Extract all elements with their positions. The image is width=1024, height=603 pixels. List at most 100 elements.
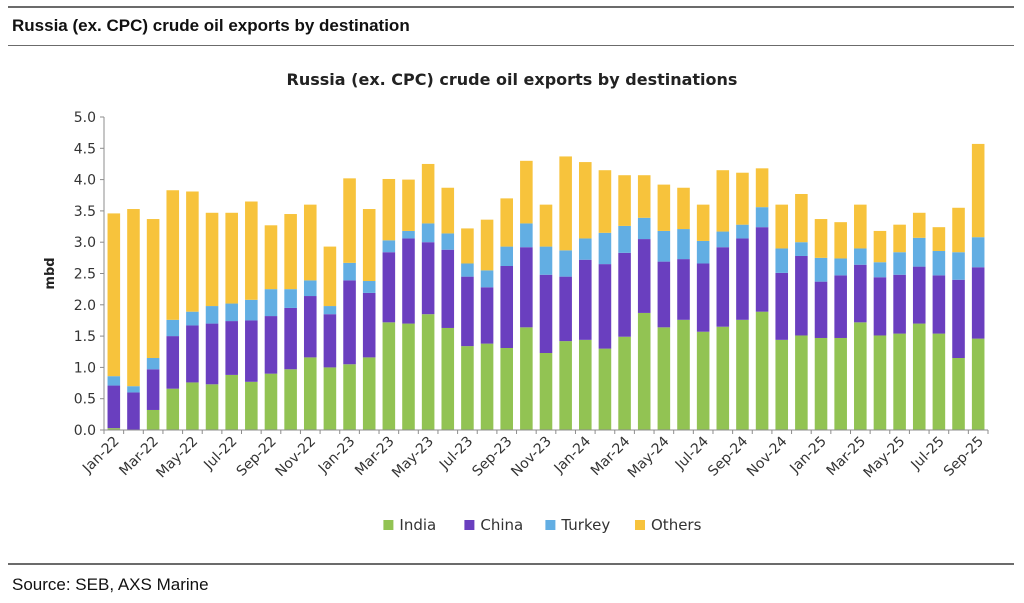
y-tick-label: 1.0 [74, 360, 96, 376]
bar-others [893, 224, 906, 253]
bar-others [520, 160, 533, 224]
bar-china [893, 274, 906, 334]
bar-india [284, 369, 297, 430]
bar-india [559, 341, 572, 430]
bar-others [932, 227, 946, 251]
bar-china [716, 247, 730, 327]
bar-india [775, 339, 789, 430]
legend-swatch-china [464, 520, 475, 530]
bar-china [402, 238, 415, 324]
legend-label-india: India [399, 516, 436, 534]
bar-turkey [912, 237, 926, 267]
bar-china [480, 287, 494, 344]
bar-china [775, 272, 789, 340]
bar-others [657, 184, 671, 231]
bar-turkey [971, 237, 985, 268]
bar-china [441, 249, 455, 328]
bar-others [598, 170, 612, 233]
bar-others [618, 175, 631, 226]
bar-turkey [382, 240, 396, 253]
bar-china [303, 296, 317, 358]
bar-india [952, 358, 965, 430]
bar-others [539, 204, 553, 247]
bar-turkey [834, 258, 847, 276]
bar-turkey [755, 207, 769, 228]
bar-china [107, 385, 121, 429]
bar-china [343, 280, 356, 365]
bar-india [932, 333, 946, 430]
bar-india [343, 364, 356, 430]
bar-others [480, 219, 494, 271]
bar-others [736, 172, 749, 225]
bar-others [323, 246, 337, 307]
bar-india [480, 343, 494, 430]
bar-india [598, 348, 612, 430]
bar-turkey [696, 240, 710, 264]
legend-swatch-india [383, 520, 394, 530]
bar-india [382, 322, 396, 430]
bar-china [127, 392, 140, 430]
bar-turkey [618, 225, 631, 253]
bar-others [795, 193, 808, 243]
bar-india [814, 337, 828, 430]
footer-rule [8, 563, 1014, 565]
bar-others [362, 209, 376, 282]
bar-india [755, 311, 769, 430]
bar-india [500, 347, 513, 430]
bar-others [107, 213, 121, 377]
bar-india [893, 333, 906, 430]
y-tick-label: 2.5 [74, 267, 96, 283]
bar-others [205, 212, 219, 307]
bar-china [873, 277, 887, 336]
bar-china [500, 265, 513, 348]
bar-china [264, 316, 278, 374]
bar-others [284, 214, 297, 290]
bar-others [382, 178, 396, 241]
bar-turkey [441, 233, 455, 250]
bar-turkey [225, 303, 238, 322]
bar-india [441, 327, 455, 430]
bar-china [814, 281, 828, 338]
y-tick-label: 1.5 [74, 329, 96, 345]
bar-china [362, 292, 376, 358]
header-rule [8, 45, 1014, 46]
bar-china [146, 369, 160, 410]
bar-others [775, 204, 789, 249]
bar-india [186, 382, 199, 430]
bar-china [952, 279, 965, 359]
bar-turkey [166, 319, 180, 337]
legend-swatch-others [635, 520, 645, 530]
bar-others [343, 178, 356, 263]
x-tick-label: May-22 [153, 434, 201, 482]
bar-others [303, 204, 317, 281]
bar-china [795, 255, 808, 336]
bar-india [362, 357, 376, 430]
bar-others [402, 179, 415, 231]
bar-india [834, 337, 847, 430]
bar-india [539, 353, 553, 430]
bar-turkey [245, 299, 258, 321]
bar-india [971, 338, 985, 430]
y-tick-label: 2.0 [74, 298, 96, 314]
bar-others [186, 191, 199, 312]
bar-others [696, 204, 710, 241]
y-tick-label: 0.0 [74, 423, 96, 439]
bar-china [579, 259, 592, 340]
bar-china [382, 252, 396, 323]
bar-turkey [107, 376, 121, 386]
x-tick-label: May-24 [625, 433, 673, 481]
bar-china [736, 238, 749, 320]
bar-others [873, 230, 887, 263]
bar-turkey [736, 224, 749, 239]
x-tick-label: Nov-24 [744, 433, 791, 480]
legend-label-turkey: Turkey [560, 516, 610, 534]
bar-others [814, 219, 828, 258]
x-tick-label: Jan-22 [79, 434, 122, 477]
bar-turkey [284, 289, 297, 308]
x-tick-label: Jan-25 [786, 434, 829, 477]
bar-india [716, 326, 730, 430]
bar-india [205, 384, 219, 430]
bar-turkey [461, 263, 474, 277]
